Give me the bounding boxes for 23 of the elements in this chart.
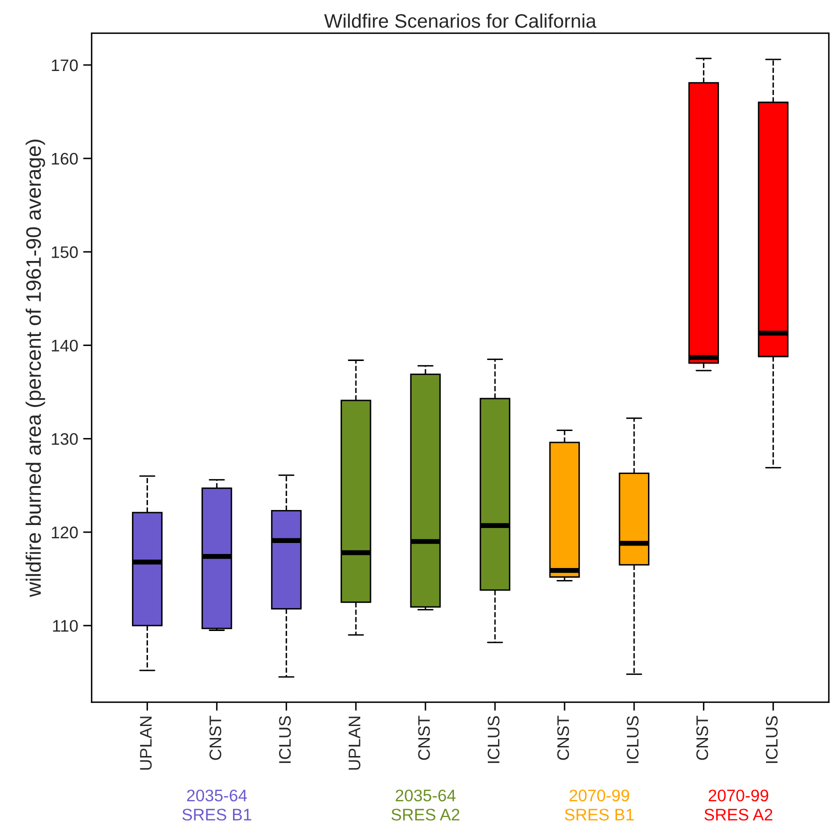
x-tick-label: UPLAN bbox=[348, 716, 360, 770]
x-tick-label: ICLUS bbox=[488, 716, 500, 763]
x-tick-label: CNST bbox=[418, 716, 430, 760]
x-tick-label: CNST bbox=[696, 716, 708, 760]
y-tick-label: 110 bbox=[53, 620, 78, 632]
y-tick-label: 170 bbox=[52, 59, 78, 72]
y-tick-label: 150 bbox=[52, 246, 78, 258]
text: 2070-99 SRES B1 bbox=[564, 790, 634, 821]
x-tick-label: CNST bbox=[209, 716, 222, 760]
y-tick-label: 140 bbox=[52, 340, 78, 352]
y-axis-title: wildfire burned area (percent of 1961-90 average) bbox=[26, 140, 46, 598]
text: 2070-99 SRES A2 bbox=[704, 790, 772, 821]
y-tick-label: 160 bbox=[52, 152, 78, 165]
text: 2035-64 SRES A2 bbox=[391, 790, 460, 821]
x-tick-label: ICLUS bbox=[766, 716, 778, 763]
x-tick-label: CNST bbox=[557, 716, 570, 760]
y-tick-label: 130 bbox=[52, 433, 78, 445]
y-tick-label: 120 bbox=[52, 526, 78, 538]
chart-title: Wildfire Scenarios for California bbox=[324, 14, 596, 28]
text: 2035-64 SRES B1 bbox=[182, 790, 252, 821]
x-tick-label: ICLUS bbox=[626, 716, 639, 763]
x-tick-label: ICLUS bbox=[279, 716, 291, 763]
x-tick-label: UPLAN bbox=[140, 716, 152, 770]
